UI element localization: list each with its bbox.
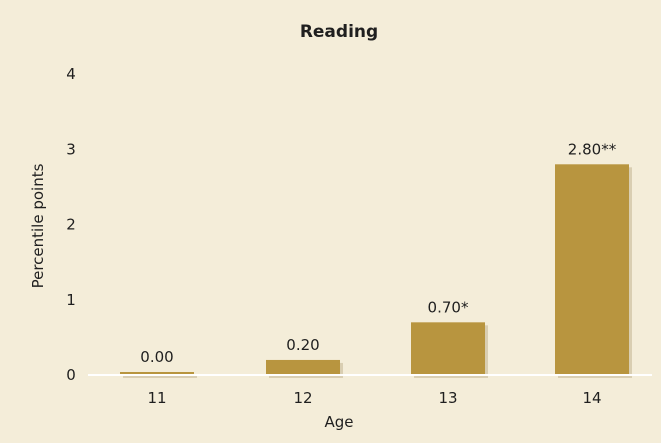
- x-tick-label-13: 13: [438, 389, 457, 407]
- bar-age-11: [120, 372, 194, 375]
- data-label-age-11: 0.00: [140, 348, 173, 366]
- bars-layer: [120, 164, 632, 378]
- y-tick-label-1: 1: [66, 291, 76, 309]
- bar-age-12: [266, 359, 340, 375]
- y-tick-label-2: 2: [66, 216, 76, 234]
- chart-title: Reading: [300, 22, 378, 42]
- y-tick-label-0: 0: [66, 366, 76, 384]
- bar-age-13: [411, 322, 485, 375]
- data-labels-layer: 0.00 0.20 0.70* 2.80**: [140, 140, 616, 366]
- y-axis-label: Percentile points: [29, 163, 47, 288]
- bar-shadow: [123, 375, 197, 378]
- data-label-age-14: 2.80**: [568, 140, 617, 158]
- y-tick-label-4: 4: [66, 65, 76, 83]
- x-tick-label-12: 12: [293, 389, 312, 407]
- x-axis-label: Age: [324, 413, 353, 431]
- x-tick-label-11: 11: [147, 389, 166, 407]
- x-tick-label-14: 14: [582, 389, 601, 407]
- data-label-age-13: 0.70*: [428, 298, 469, 316]
- x-ticks-layer: 11 12 13 14: [147, 389, 601, 407]
- y-tick-label-3: 3: [66, 140, 76, 158]
- data-label-age-12: 0.20: [286, 336, 319, 354]
- y-ticks-layer: 0 1 2 3 4: [66, 65, 76, 384]
- bar-age-14: [555, 164, 629, 375]
